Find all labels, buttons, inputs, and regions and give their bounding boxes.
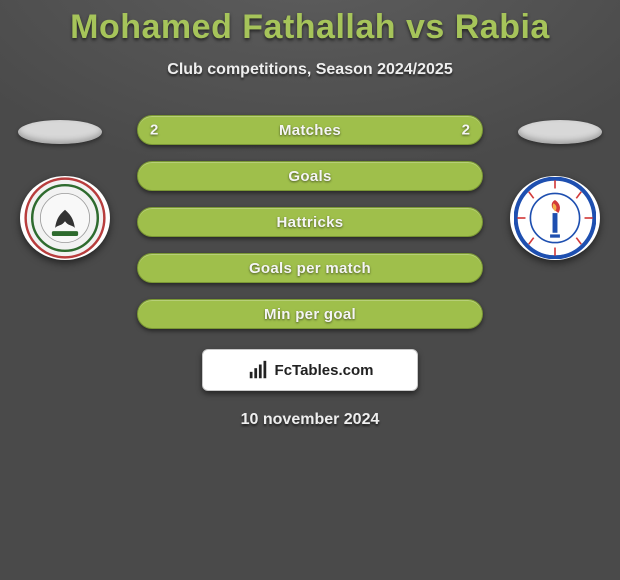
club-badge-right — [510, 176, 600, 260]
stat-label: Min per goal — [264, 306, 356, 323]
stat-label: Hattricks — [277, 214, 344, 231]
stat-row-hattricks: Hattricks — [137, 207, 483, 237]
stat-label: Goals — [288, 168, 331, 185]
stat-label: Matches — [279, 122, 341, 139]
stat-row-min-per-goal: Min per goal — [137, 299, 483, 329]
footer-brand-text: FcTables.com — [275, 362, 374, 379]
date-text: 10 november 2024 — [0, 411, 620, 429]
stat-row-goals-per-match: Goals per match — [137, 253, 483, 283]
decorative-ellipse-left — [18, 120, 102, 144]
club-badge-left-icon — [24, 177, 106, 259]
footer-brand-card: FcTables.com — [202, 349, 418, 391]
stat-label: Goals per match — [249, 260, 371, 277]
decorative-ellipse-right — [518, 120, 602, 144]
stat-left-value: 2 — [150, 122, 158, 139]
bar-chart-icon — [247, 359, 269, 381]
club-badge-right-icon — [514, 177, 596, 259]
stat-row-goals: Goals — [137, 161, 483, 191]
club-badge-left — [20, 176, 110, 260]
page-title: Mohamed Fathallah vs Rabia — [0, 0, 620, 47]
stat-right-value: 2 — [462, 122, 470, 139]
stat-row-matches: 2 Matches 2 — [137, 115, 483, 145]
subtitle: Club competitions, Season 2024/2025 — [0, 61, 620, 79]
